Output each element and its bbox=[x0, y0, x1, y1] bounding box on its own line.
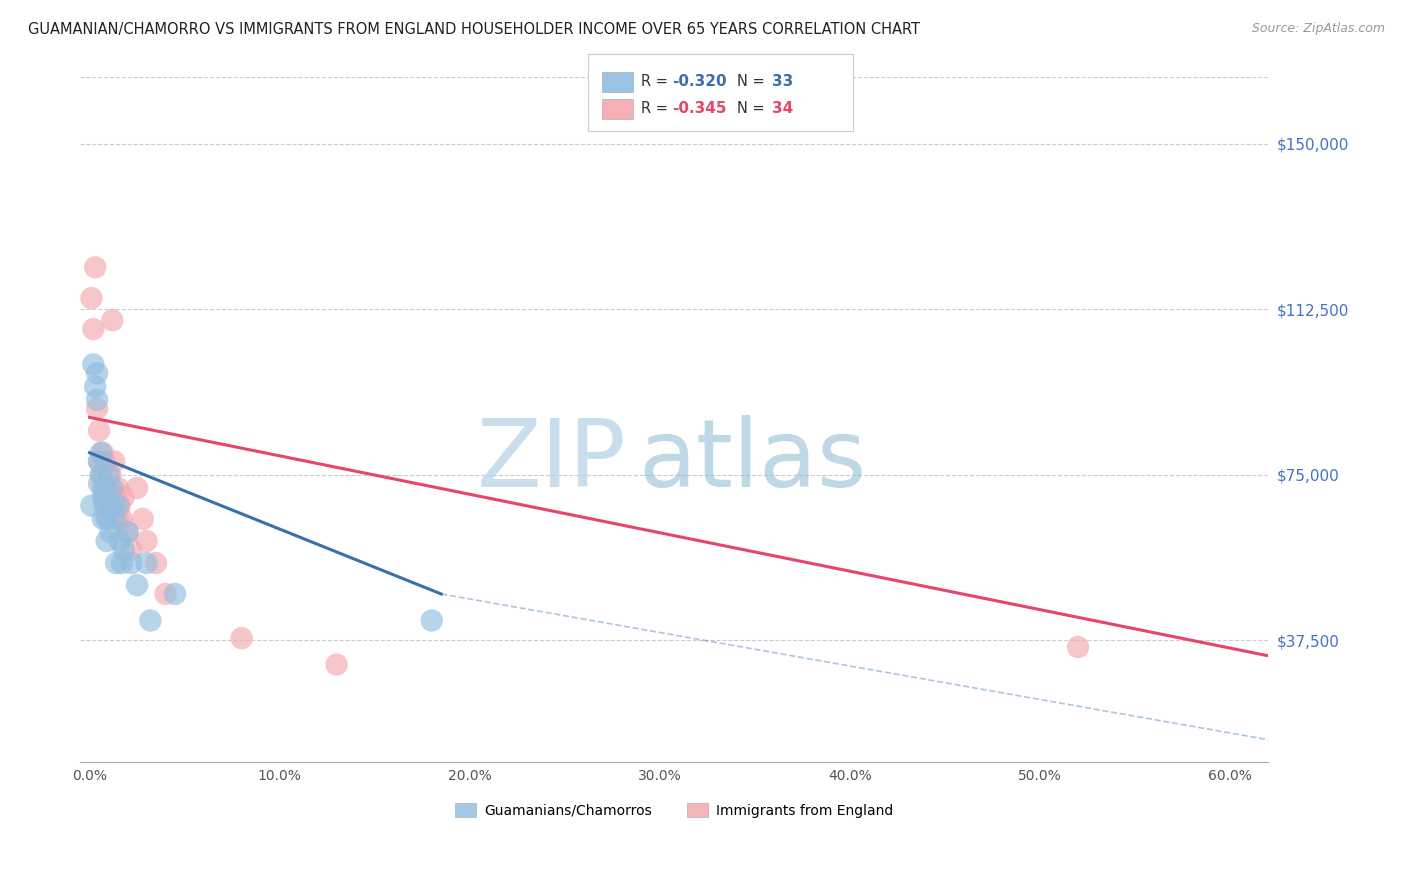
Point bbox=[107, 481, 129, 495]
Point bbox=[165, 587, 187, 601]
Point bbox=[120, 556, 142, 570]
Point bbox=[91, 446, 114, 460]
Point bbox=[132, 512, 155, 526]
Point bbox=[97, 481, 120, 495]
Point bbox=[101, 499, 124, 513]
Text: -0.320: -0.320 bbox=[672, 74, 727, 89]
Point bbox=[155, 587, 177, 601]
Point bbox=[96, 534, 118, 549]
Text: R =: R = bbox=[641, 74, 672, 89]
Point bbox=[125, 578, 148, 592]
Point bbox=[108, 534, 131, 549]
Legend: Guamanians/Chamorros, Immigrants from England: Guamanians/Chamorros, Immigrants from En… bbox=[450, 797, 898, 823]
Text: N =: N = bbox=[737, 102, 769, 116]
Text: atlas: atlas bbox=[638, 415, 866, 507]
Point bbox=[86, 366, 108, 380]
Text: GUAMANIAN/CHAMORRO VS IMMIGRANTS FROM ENGLAND HOUSEHOLDER INCOME OVER 65 YEARS C: GUAMANIAN/CHAMORRO VS IMMIGRANTS FROM EN… bbox=[28, 22, 920, 37]
Point bbox=[82, 358, 104, 372]
Point bbox=[86, 401, 108, 416]
Text: 34: 34 bbox=[772, 102, 793, 116]
Text: N =: N = bbox=[737, 74, 769, 89]
Point bbox=[82, 322, 104, 336]
Point bbox=[87, 454, 110, 468]
Point bbox=[111, 512, 134, 526]
Point bbox=[107, 512, 129, 526]
Point bbox=[96, 512, 118, 526]
Point bbox=[135, 534, 157, 549]
Point bbox=[97, 467, 120, 482]
Point bbox=[120, 542, 142, 557]
Point bbox=[145, 556, 167, 570]
Text: R =: R = bbox=[641, 102, 672, 116]
Point bbox=[101, 313, 124, 327]
Point bbox=[91, 512, 114, 526]
Point bbox=[93, 490, 115, 504]
Point bbox=[231, 631, 253, 645]
Point bbox=[1067, 640, 1090, 654]
Point bbox=[100, 525, 122, 540]
Point bbox=[103, 454, 125, 468]
Point bbox=[111, 556, 134, 570]
Point bbox=[91, 490, 114, 504]
Point bbox=[93, 499, 115, 513]
Point bbox=[105, 556, 128, 570]
Text: Source: ZipAtlas.com: Source: ZipAtlas.com bbox=[1251, 22, 1385, 36]
Text: -0.345: -0.345 bbox=[672, 102, 727, 116]
Point bbox=[84, 260, 107, 275]
Point bbox=[100, 467, 122, 482]
Point bbox=[87, 454, 110, 468]
Point bbox=[90, 467, 112, 482]
Point bbox=[87, 424, 110, 438]
Point bbox=[325, 657, 347, 672]
Point bbox=[84, 379, 107, 393]
Point bbox=[108, 499, 131, 513]
Point bbox=[93, 454, 115, 468]
Point bbox=[112, 490, 135, 504]
Point bbox=[97, 512, 120, 526]
Point bbox=[107, 499, 129, 513]
Point bbox=[125, 481, 148, 495]
Point bbox=[87, 476, 110, 491]
Point bbox=[80, 291, 103, 305]
Point bbox=[117, 525, 139, 540]
Point bbox=[93, 481, 115, 495]
Point bbox=[105, 490, 128, 504]
Point bbox=[80, 499, 103, 513]
Point bbox=[103, 512, 125, 526]
Point bbox=[117, 525, 139, 540]
Point bbox=[139, 614, 162, 628]
Point bbox=[86, 392, 108, 407]
Point bbox=[101, 481, 124, 495]
Point bbox=[101, 499, 124, 513]
Text: 33: 33 bbox=[772, 74, 793, 89]
Point bbox=[91, 481, 114, 495]
Point bbox=[90, 446, 112, 460]
Point bbox=[420, 614, 443, 628]
Point bbox=[97, 499, 120, 513]
Text: ZIP: ZIP bbox=[477, 415, 627, 507]
Point bbox=[112, 542, 135, 557]
Point bbox=[90, 467, 112, 482]
Point bbox=[135, 556, 157, 570]
Point bbox=[96, 499, 118, 513]
